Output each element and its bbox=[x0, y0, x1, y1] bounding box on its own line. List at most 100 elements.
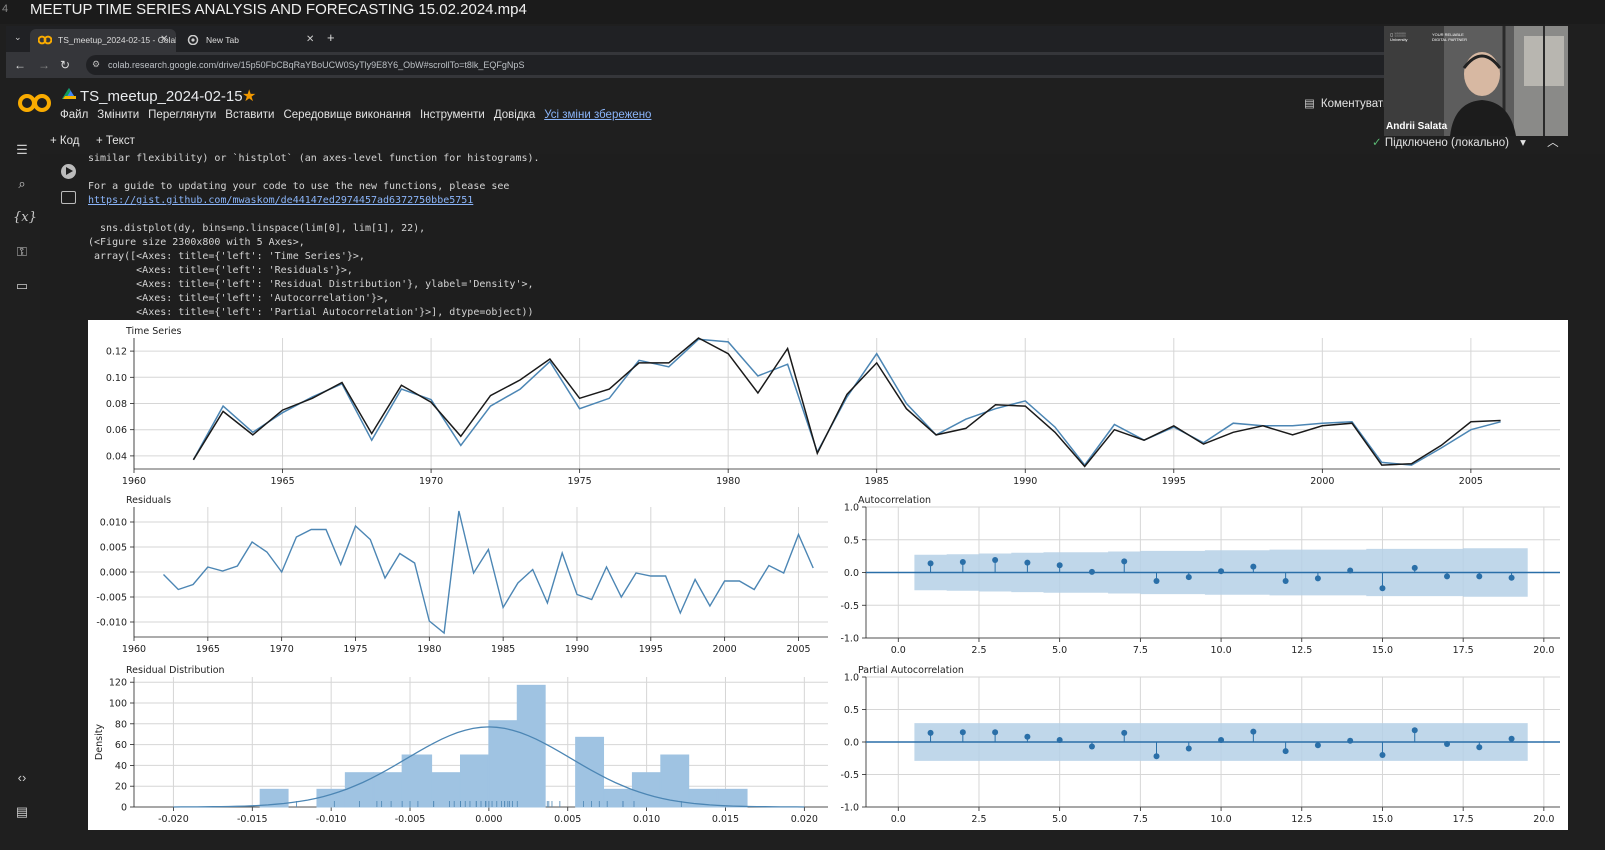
add-code-button[interactable]: + Код bbox=[50, 135, 80, 147]
axes-residual-distribution bbox=[130, 677, 828, 811]
x-tick-label: 1975 bbox=[568, 476, 592, 487]
output-line: For a guide to updating your code to use… bbox=[88, 181, 510, 192]
stem-marker bbox=[1121, 558, 1128, 565]
video-index: 4 bbox=[2, 3, 9, 15]
check-icon: ✓ bbox=[1372, 137, 1382, 149]
comment-button[interactable]: ▤ Коментувати bbox=[1304, 96, 1390, 110]
output-line: sns.distplot(dy, bins=np.linspace(lim[0]… bbox=[88, 223, 426, 234]
variables-icon[interactable]: {x} bbox=[13, 210, 37, 225]
stem-marker bbox=[1088, 568, 1095, 575]
search-icon[interactable]: ⌕ bbox=[18, 176, 26, 191]
tab-colab[interactable]: TS_meetup_2024-02-15 - Colab ✕ bbox=[30, 29, 176, 52]
table-of-contents-icon[interactable]: ☰ bbox=[16, 142, 28, 157]
menu-insert[interactable]: Вставити bbox=[225, 109, 275, 121]
y-tick-label: 0.000 bbox=[100, 568, 127, 579]
menu-runtime[interactable]: Середовище виконання bbox=[283, 109, 412, 121]
tab-new-tab[interactable]: New Tab ✕ bbox=[178, 29, 324, 52]
output-line: <Axes: title={'left': 'Residuals'}>, bbox=[88, 265, 353, 276]
histogram-bar bbox=[373, 772, 403, 808]
menu-edit[interactable]: Змінити bbox=[97, 109, 140, 121]
notebook-title[interactable]: TS_meetup_2024-02-15 bbox=[80, 88, 243, 105]
x-tick-label: 0.0 bbox=[891, 814, 906, 825]
stem-marker bbox=[1185, 574, 1192, 581]
new-tab-button[interactable]: + bbox=[327, 30, 335, 45]
chrome-icon bbox=[187, 35, 199, 45]
menu-tools[interactable]: Інструменти bbox=[420, 109, 485, 121]
x-tick-label: 2000 bbox=[713, 644, 737, 655]
histogram-bar bbox=[488, 720, 518, 808]
histogram-bar bbox=[259, 788, 289, 808]
run-cell-icon[interactable] bbox=[61, 164, 76, 179]
y-tick-label: 0.5 bbox=[844, 705, 859, 716]
reload-icon[interactable]: ↻ bbox=[60, 58, 71, 72]
tab-label: TS_meetup_2024-02-15 - Colab bbox=[58, 35, 176, 45]
x-tick-label: 12.5 bbox=[1291, 814, 1312, 825]
terminal-icon[interactable]: ▤ bbox=[15, 804, 29, 819]
y-tick-label: 0.5 bbox=[844, 535, 859, 546]
x-tick-label: 20.0 bbox=[1533, 645, 1554, 656]
stem-marker bbox=[1411, 727, 1418, 734]
site-info-icon[interactable]: ⚙ bbox=[92, 59, 101, 69]
forward-icon[interactable]: → bbox=[38, 58, 50, 72]
x-tick-label: 1975 bbox=[343, 644, 367, 655]
stem-marker bbox=[1153, 578, 1160, 585]
comment-label: Коментувати bbox=[1320, 98, 1390, 110]
video-title-bar: 4 MEETUP TIME SERIES ANALYSIS AND FORECA… bbox=[0, 0, 1605, 24]
x-tick-label: 17.5 bbox=[1453, 814, 1474, 825]
series-line-black bbox=[192, 337, 1501, 468]
close-tab-icon[interactable]: ✕ bbox=[306, 34, 315, 45]
output-line: <Axes: title={'left': 'Autocorrelation'}… bbox=[88, 293, 390, 304]
cell-toolbar: + Код + Текст bbox=[40, 132, 1416, 154]
star-icon[interactable]: ★ bbox=[242, 88, 257, 105]
gist-link[interactable]: https://gist.github.com/mwaskom/de44147e… bbox=[88, 195, 474, 206]
menu-view[interactable]: Переглянути bbox=[148, 109, 217, 121]
x-tick-label: 2005 bbox=[1459, 476, 1483, 487]
colab-logo-icon[interactable] bbox=[18, 93, 52, 113]
chevron-down-icon[interactable]: ▾ bbox=[1520, 137, 1526, 149]
stem-marker bbox=[1476, 744, 1483, 751]
x-tick-label: 1985 bbox=[865, 476, 889, 487]
address-toolbar: ← → ↻ ⚙ colab.research.google.com/drive/… bbox=[6, 52, 1416, 78]
x-tick-label: 7.5 bbox=[1133, 645, 1148, 656]
y-tick-label: 0.005 bbox=[100, 543, 127, 554]
stem-marker bbox=[1411, 564, 1418, 571]
collapse-icon[interactable]: ︿ bbox=[1547, 137, 1559, 149]
menu-help[interactable]: Довідка bbox=[493, 109, 536, 121]
key-icon[interactable]: ⚿ bbox=[17, 244, 27, 259]
stem-marker bbox=[959, 729, 966, 736]
back-icon[interactable]: ← bbox=[14, 58, 26, 72]
stem-marker bbox=[1024, 733, 1031, 740]
y-tick-label: 0.0 bbox=[844, 568, 859, 579]
connection-status[interactable]: ✓ Підключено (локально) ▾ ︿ bbox=[1372, 134, 1559, 150]
x-tick-label: 2.5 bbox=[971, 814, 986, 825]
x-tick-label: 1990 bbox=[565, 644, 589, 655]
histogram-bar bbox=[575, 736, 605, 808]
x-tick-label: 1970 bbox=[270, 644, 294, 655]
x-tick-label: 12.5 bbox=[1291, 645, 1312, 656]
code-snippets-icon[interactable]: ‹› bbox=[17, 770, 27, 785]
url-bar[interactable]: ⚙ colab.research.google.com/drive/15p50F… bbox=[86, 55, 1401, 75]
add-text-button[interactable]: + Текст bbox=[96, 135, 135, 147]
x-tick-label: 2000 bbox=[1310, 476, 1334, 487]
stem-marker bbox=[927, 729, 934, 736]
webcam-name: Andrii Salata bbox=[1386, 121, 1448, 132]
menu-file[interactable]: Файл bbox=[60, 109, 89, 121]
histogram-bar bbox=[401, 754, 433, 808]
x-tick-label: 10.0 bbox=[1210, 645, 1231, 656]
x-tick-label: -0.020 bbox=[158, 814, 189, 825]
y-tick-label: -0.5 bbox=[840, 770, 859, 781]
x-tick-label: 17.5 bbox=[1453, 645, 1474, 656]
x-tick-label: 5.0 bbox=[1052, 645, 1067, 656]
close-tab-icon[interactable]: ✕ bbox=[160, 34, 169, 45]
stem-marker bbox=[1024, 559, 1031, 566]
folder-icon[interactable]: ▭ bbox=[15, 278, 29, 293]
histogram-bar bbox=[516, 684, 546, 808]
webcam-overlay: ◻ ░░░░ University YOUR RELIABLE DIGITAL PA… bbox=[1384, 26, 1568, 136]
tab-menu-chevron-icon[interactable]: ⌄ bbox=[14, 32, 22, 42]
output-actions-icon[interactable] bbox=[61, 191, 76, 204]
stem-marker bbox=[1476, 573, 1483, 580]
axes-title: Time Series bbox=[125, 326, 182, 337]
sponsor-logo: YOUR RELIABLE DIGITAL PARTNER bbox=[1432, 32, 1467, 42]
y-tick-label: 40 bbox=[115, 761, 127, 772]
saved-status[interactable]: Усі зміни збережено bbox=[544, 109, 652, 121]
